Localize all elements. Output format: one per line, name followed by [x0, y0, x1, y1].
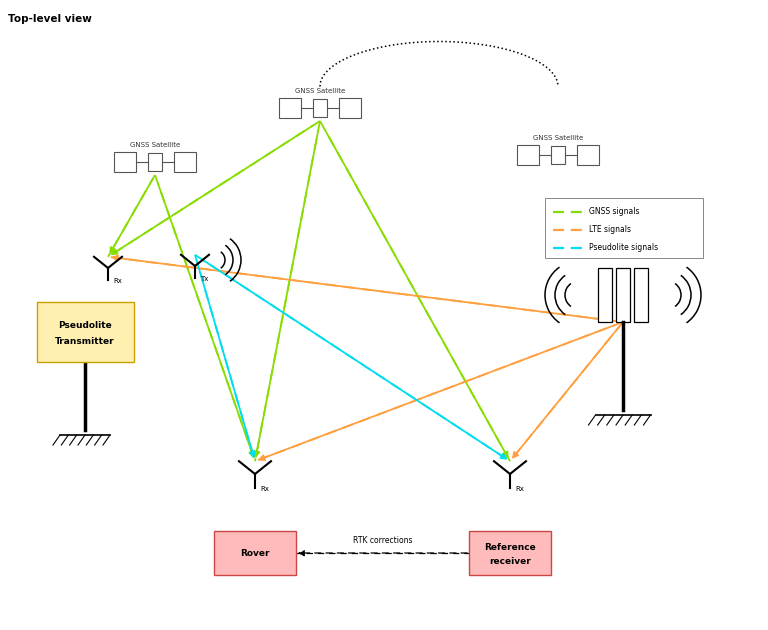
Text: Tx: Tx	[200, 276, 208, 282]
Text: LTE signals: LTE signals	[589, 226, 631, 234]
FancyBboxPatch shape	[214, 531, 296, 575]
Bar	[313, 99, 327, 117]
Text: Pseudolite signals: Pseudolite signals	[589, 244, 658, 253]
Text: Rx: Rx	[113, 278, 122, 284]
FancyBboxPatch shape	[469, 531, 551, 575]
Text: Rx: Rx	[260, 486, 269, 492]
Text: Rx: Rx	[515, 486, 524, 492]
Text: GNSS Satellite: GNSS Satellite	[295, 88, 345, 94]
Text: GNSS signals: GNSS signals	[589, 207, 640, 217]
Text: Transmitter: Transmitter	[55, 338, 114, 346]
Text: LTE Base station: LTE Base station	[589, 251, 657, 260]
Bar	[279, 98, 301, 118]
Text: GNSS Satellite: GNSS Satellite	[130, 142, 180, 148]
Bar	[598, 268, 612, 322]
Bar	[577, 145, 599, 165]
Text: Rover: Rover	[240, 549, 270, 558]
Bar	[551, 146, 565, 164]
Bar	[634, 268, 648, 322]
Text: GNSS Satellite: GNSS Satellite	[533, 135, 583, 141]
Bar	[339, 98, 361, 118]
Bar	[545, 198, 703, 258]
Bar	[517, 145, 539, 165]
Text: receiver: receiver	[489, 556, 531, 566]
Bar	[148, 153, 162, 171]
Bar	[616, 268, 630, 322]
Text: RTK corrections: RTK corrections	[353, 536, 412, 545]
Text: Reference: Reference	[484, 544, 536, 553]
FancyBboxPatch shape	[37, 302, 134, 362]
Bar	[114, 152, 136, 172]
Bar	[174, 152, 196, 172]
Text: Top-level view: Top-level view	[8, 14, 92, 24]
Text: Pseudolite: Pseudolite	[58, 321, 112, 331]
